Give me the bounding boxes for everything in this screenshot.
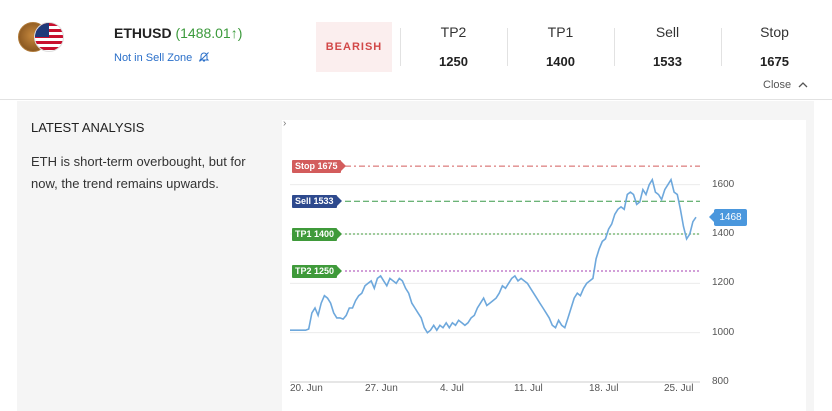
level-tp2: TP2 1250 <box>400 22 507 72</box>
level-label: TP2 <box>440 24 467 40</box>
level-label: Stop <box>760 24 789 40</box>
symbol-name: ETHUSD <box>114 25 172 41</box>
analysis-title: LATEST ANALYSIS <box>31 120 145 135</box>
instrument-header: ETHUSD (1488.01↑) Not in Sell Zone BEARI… <box>0 0 832 100</box>
level-tag-sell: Sell 1533 <box>292 195 342 209</box>
level-sell: Sell 1533 <box>614 22 721 72</box>
level-tag-stop: Stop 1675 <box>292 160 346 174</box>
analysis-text: ETH is short-term overbought, but for no… <box>31 154 246 191</box>
chevron-up-icon <box>798 79 808 91</box>
level-value: 1675 <box>760 54 789 69</box>
close-label: Close <box>763 79 792 91</box>
level-value: 1250 <box>439 54 468 69</box>
x-tick-label: 25. Jul <box>664 383 694 394</box>
level-value: 1400 <box>546 54 575 69</box>
y-tick-label: 1000 <box>712 326 735 338</box>
current-price-marker: 1468 <box>709 209 747 227</box>
x-tick-label: 4. Jul <box>440 383 464 394</box>
bias-badge: BEARISH <box>316 22 392 72</box>
us-flag-icon <box>34 22 64 52</box>
y-tick-label: 1600 <box>712 178 735 190</box>
y-tick-label: 800 <box>712 376 729 387</box>
close-button[interactable]: Close <box>763 79 808 91</box>
divider <box>614 28 615 66</box>
zone-status[interactable]: Not in Sell Zone <box>114 51 210 66</box>
level-tp1: TP1 1400 <box>507 22 614 72</box>
divider <box>507 28 508 66</box>
y-tick-label: 1200 <box>712 277 735 289</box>
expand-chevron-icon[interactable]: › <box>283 118 287 129</box>
x-tick-label: 11. Jul <box>514 383 543 394</box>
divider <box>721 28 722 66</box>
x-tick-label: 27. Jun <box>365 383 398 394</box>
pair-flags <box>18 22 78 52</box>
x-tick-label: 20. Jun <box>290 383 323 394</box>
current-price: (1488.01↑) <box>175 25 243 41</box>
price-chart[interactable]: 1600 1400 1200 1000 800 Stop 1675 Sell 1533 TP1… <box>282 120 806 411</box>
level-label: Sell <box>655 24 680 40</box>
level-tag-tp1: TP1 1400 <box>292 228 343 241</box>
price-series-line <box>290 177 697 334</box>
symbol-title: ETHUSD (1488.01↑) <box>114 25 242 41</box>
level-label: TP1 <box>547 24 574 40</box>
y-tick-label: 1400 <box>712 228 735 239</box>
level-stop: Stop 1675 <box>721 22 828 72</box>
level-value: 1533 <box>653 54 682 69</box>
level-tag-tp2: TP2 1250 <box>292 265 343 278</box>
divider <box>400 28 401 66</box>
bell-off-icon[interactable] <box>198 51 210 66</box>
zone-status-label: Not in Sell Zone <box>114 52 193 64</box>
chart-canvas <box>290 165 700 383</box>
x-tick-label: 18. Jul <box>589 383 619 394</box>
